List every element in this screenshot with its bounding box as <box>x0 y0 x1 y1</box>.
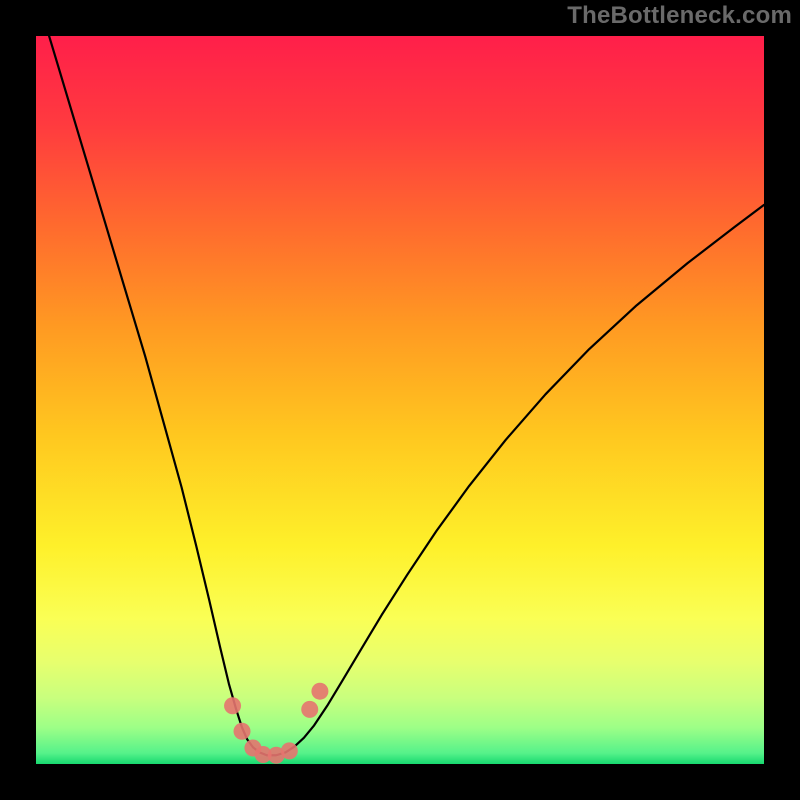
bottleneck-chart <box>0 0 800 800</box>
curve-marker <box>224 697 241 714</box>
curve-marker <box>311 683 328 700</box>
curve-marker <box>301 701 318 718</box>
curve-marker <box>281 742 298 759</box>
chart-frame: TheBottleneck.com <box>0 0 800 800</box>
gradient-panel <box>36 36 764 764</box>
curve-marker <box>234 723 251 740</box>
